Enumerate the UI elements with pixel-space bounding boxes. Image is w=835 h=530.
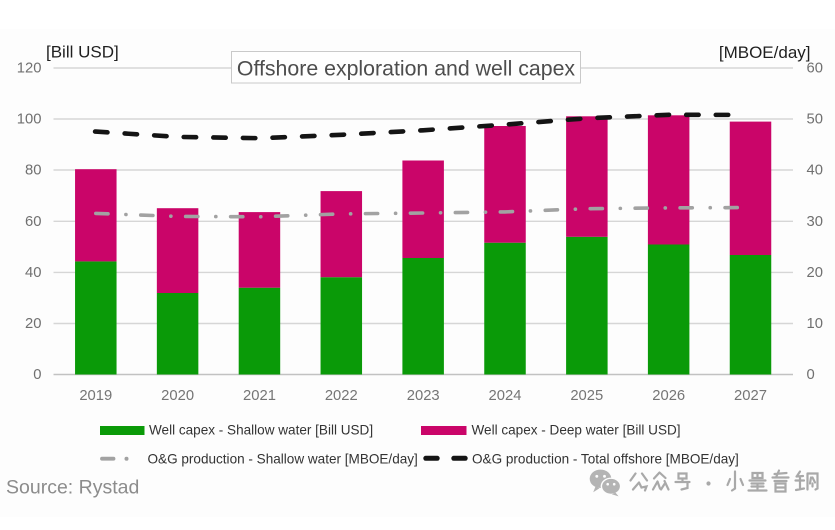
svg-text:[Bill USD]: [Bill USD] <box>46 43 119 62</box>
svg-text:40: 40 <box>807 163 823 179</box>
svg-text:50: 50 <box>807 112 823 128</box>
svg-text:2024: 2024 <box>489 388 522 404</box>
svg-text:Source: Rystad: Source: Rystad <box>6 477 139 499</box>
svg-text:0: 0 <box>33 367 41 383</box>
svg-text:10: 10 <box>807 316 823 332</box>
svg-text:2019: 2019 <box>79 388 112 404</box>
svg-text:2020: 2020 <box>161 388 194 404</box>
svg-text:120: 120 <box>17 61 42 77</box>
svg-text:60: 60 <box>807 61 823 77</box>
svg-text:Well capex - Deep water [Bill: Well capex - Deep water [Bill USD] <box>472 423 681 438</box>
svg-text:2025: 2025 <box>570 388 603 404</box>
svg-text:2027: 2027 <box>734 388 767 404</box>
svg-text:[MBOE/day]: [MBOE/day] <box>719 43 811 62</box>
svg-text:20: 20 <box>25 316 41 332</box>
svg-text:0: 0 <box>807 367 815 383</box>
svg-text:Offshore exploration and well: Offshore exploration and well capex <box>237 56 576 80</box>
svg-text:20: 20 <box>807 265 823 281</box>
svg-text:40: 40 <box>25 265 41 281</box>
svg-text:60: 60 <box>25 214 41 230</box>
svg-text:30: 30 <box>807 214 823 230</box>
svg-text:100: 100 <box>17 112 42 128</box>
svg-text:2022: 2022 <box>325 388 358 404</box>
svg-text:80: 80 <box>25 163 41 179</box>
svg-text:O&G production - Total offshor: O&G production - Total offshore [MBOE/da… <box>472 452 739 467</box>
svg-text:2026: 2026 <box>652 388 685 404</box>
svg-text:Well capex - Shallow water [Bi: Well capex - Shallow water [Bill USD] <box>149 423 373 438</box>
svg-text:O&G production - Shallow water: O&G production - Shallow water [MBOE/day… <box>148 452 418 467</box>
svg-text:2023: 2023 <box>407 388 440 404</box>
svg-text:2021: 2021 <box>243 388 276 404</box>
